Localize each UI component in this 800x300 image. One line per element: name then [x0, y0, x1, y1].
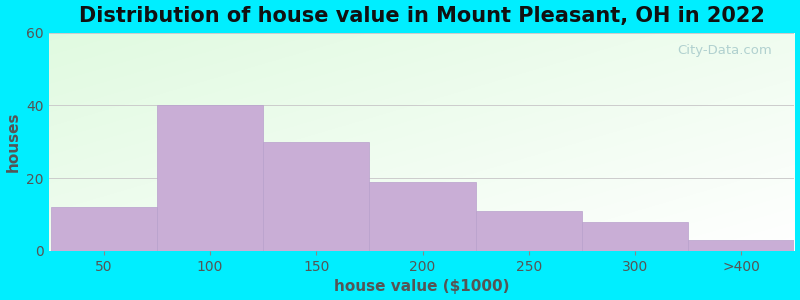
- Bar: [476, 211, 582, 251]
- Bar: [370, 182, 476, 251]
- Title: Distribution of house value in Mount Pleasant, OH in 2022: Distribution of house value in Mount Ple…: [78, 6, 765, 26]
- X-axis label: house value ($1000): house value ($1000): [334, 279, 510, 294]
- Bar: [582, 222, 688, 251]
- Bar: [157, 105, 263, 251]
- Bar: [263, 142, 370, 251]
- Y-axis label: houses: houses: [6, 112, 21, 172]
- Bar: [50, 207, 157, 251]
- Text: City-Data.com: City-Data.com: [678, 44, 772, 57]
- Bar: [688, 240, 794, 251]
